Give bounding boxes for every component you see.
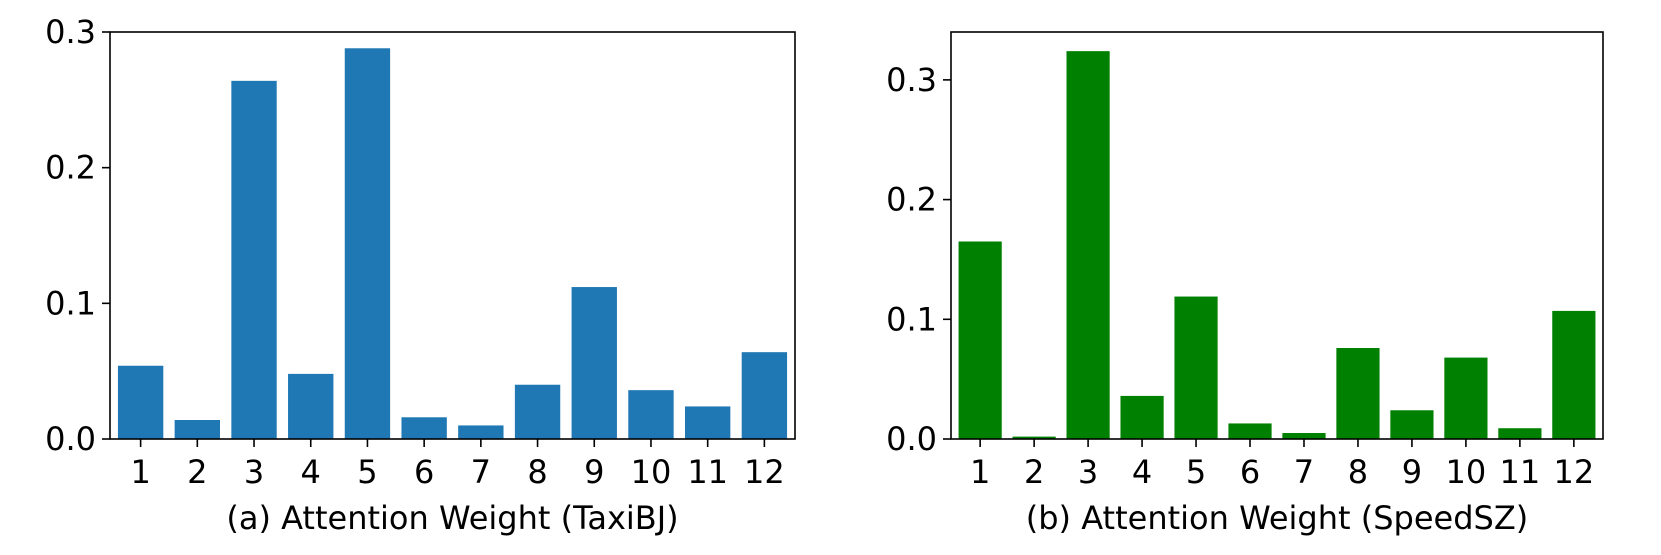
bar-a-12 (741, 352, 788, 439)
x-axis-title-b: (b) Attention Weight (SpeedSZ) (1026, 499, 1528, 537)
y-tick-label-a-3: 0.3 (45, 13, 96, 51)
x-tick-label-a-3: 3 (244, 453, 264, 491)
y-tick-label-a-0: 0.0 (45, 420, 96, 458)
y-tick-label-b-3: 0.3 (886, 61, 937, 99)
x-tick-label-a-12: 12 (744, 453, 785, 491)
bar-b-9 (1390, 410, 1434, 439)
x-axis-title-a: (a) Attention Weight (TaxiBJ) (226, 499, 678, 537)
bar-b-4 (1120, 395, 1164, 439)
bar-a-4 (288, 373, 334, 439)
y-tick-label-b-1: 0.1 (886, 300, 937, 338)
x-tick-label-b-11: 11 (1500, 453, 1541, 491)
x-tick-label-a-9: 9 (584, 453, 604, 491)
bar-a-6 (401, 417, 447, 439)
bar-a-1 (117, 365, 164, 439)
x-tick-label-b-9: 9 (1402, 453, 1422, 491)
x-tick-label-b-4: 4 (1132, 453, 1152, 491)
x-tick-label-a-4: 4 (301, 453, 321, 491)
x-tick-label-a-10: 10 (631, 453, 672, 491)
chart-attention-weight-speedsz: 0.00.10.20.31 2 3 4 5 6 7 8 9 10 11 12(b) Attention… (886, 31, 1604, 537)
bar-a-3 (231, 80, 277, 439)
x-tick-label-b-5: 5 (1186, 453, 1206, 491)
bar-a-8 (514, 384, 561, 439)
chart-attention-weight-taxibj: 0.00.10.20.31 2 3 4 5 6 7 8 9 10 11 12(a) Attention… (45, 13, 796, 537)
bar-b-8 (1336, 348, 1380, 439)
bar-b-6 (1228, 423, 1272, 439)
x-tick-label-b-7: 7 (1294, 453, 1314, 491)
y-tick-label-b-0: 0.0 (886, 420, 937, 458)
x-tick-label-a-11: 11 (687, 453, 728, 491)
bar-a-7 (458, 425, 504, 439)
bar-b-1 (958, 241, 1002, 439)
x-tick-label-a-1: 1 (130, 453, 150, 491)
y-tick-label-b-2: 0.2 (886, 181, 937, 219)
bar-a-11 (684, 406, 731, 439)
x-tick-label-b-8: 8 (1348, 453, 1368, 491)
plot-frame-a (109, 31, 796, 440)
x-tick-label-b-3: 3 (1078, 453, 1098, 491)
x-tick-label-b-2: 2 (1024, 453, 1044, 491)
bar-b-7 (1282, 433, 1326, 439)
y-tick-label-a-1: 0.1 (45, 284, 96, 322)
bar-b-12 (1552, 310, 1596, 439)
x-tick-label-b-1: 1 (970, 453, 990, 491)
x-tick-label-b-10: 10 (1446, 453, 1487, 491)
x-tick-label-a-6: 6 (414, 453, 434, 491)
plot-frame-b (950, 31, 1604, 440)
bar-b-3 (1066, 51, 1110, 440)
bar-a-9 (571, 287, 617, 439)
bar-a-2 (174, 420, 220, 439)
x-tick-label-a-5: 5 (357, 453, 377, 491)
x-tick-label-b-12: 12 (1553, 453, 1594, 491)
bar-b-2 (1012, 436, 1056, 439)
bar-b-11 (1498, 428, 1542, 439)
bar-b-5 (1174, 296, 1218, 439)
x-tick-label-b-6: 6 (1240, 453, 1260, 491)
bar-b-10 (1444, 357, 1488, 439)
x-tick-label-a-2: 2 (187, 453, 207, 491)
x-tick-label-a-8: 8 (527, 453, 547, 491)
bar-a-10 (628, 390, 674, 439)
bar-a-5 (344, 48, 391, 439)
y-tick-label-a-2: 0.2 (45, 149, 96, 187)
x-tick-label-a-7: 7 (471, 453, 491, 491)
